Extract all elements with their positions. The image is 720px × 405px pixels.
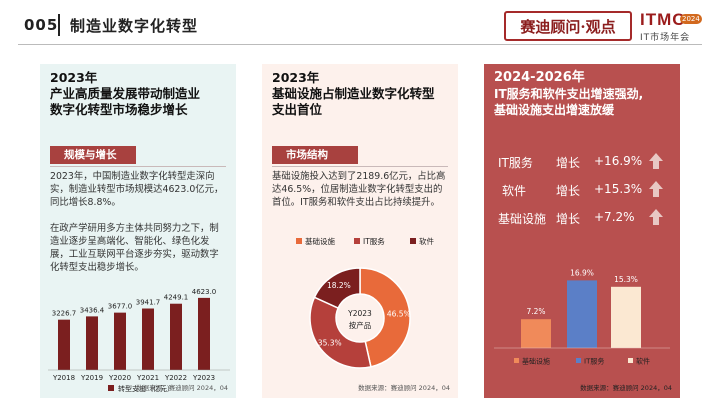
x-tick-label: Y2023 — [192, 374, 215, 382]
legend-label: 软件 — [636, 357, 650, 366]
bar-value-label: 7.2% — [526, 307, 545, 316]
panel-scale-growth: 2023年 产业高质量发展带动制造业 数字化转型市场稳步增长 规模与增长 202… — [40, 64, 236, 398]
panel1-heading-line3: 数字化转型市场稳步增长 — [50, 102, 188, 117]
legend-label: 基础设施 — [305, 236, 335, 246]
panel2-tag-divider — [272, 166, 448, 167]
x-tick-label: Y2021 — [136, 374, 159, 382]
panel-market-structure: 2023年 基础设施占制造业数字化转型 支出首位 市场结构 基础设施投入达到了2… — [262, 64, 458, 398]
slice-value-label: 46.5% — [387, 310, 411, 319]
growth-row-software: 软件 增长 +15.3% — [498, 180, 668, 200]
x-tick-label: Y2018 — [52, 374, 75, 382]
donut-slice-IT服务 — [309, 296, 372, 369]
panel3-source: 数据来源：赛迪顾问 2024，04 — [580, 384, 672, 392]
panel1-heading: 2023年 产业高质量发展带动制造业 数字化转型市场稳步增长 — [50, 70, 230, 118]
growth-label: 增长 — [556, 184, 581, 198]
panel2-paragraph1: 基础设施投入达到了2189.6亿元，占比高达46.5%，位居制造业数字化转型支出… — [272, 171, 446, 208]
panel2-source: 数据来源：赛迪顾问 2024，04 — [358, 384, 450, 392]
bar-Y2018 — [58, 319, 70, 370]
bar-Y2019 — [86, 316, 98, 370]
logo-text: ITMC — [640, 10, 686, 29]
panel3-heading-line2: IT服务和软件支出增速强劲, — [494, 87, 644, 101]
legend-label: IT服务 — [584, 357, 604, 366]
page-header: 005 制造业数字化转型 赛迪顾问·观点 ITMC 2024 IT市场年会 — [0, 0, 720, 48]
bar-value-label: 3677.0 — [108, 303, 133, 311]
logo-year: 2024 — [680, 14, 702, 24]
panel1-tag: 规模与增长 — [50, 146, 136, 164]
legend-swatch — [576, 358, 581, 363]
panel1-heading-line1: 2023年 — [50, 70, 98, 85]
page-title: 制造业数字化转型 — [70, 17, 199, 35]
panel2-heading-line3: 支出首位 — [272, 102, 323, 117]
legend-label: IT服务 — [363, 236, 385, 246]
growth-bar-chart: 7.2% 16.9% 15.3% 基础设施 IT服务 软件 — [494, 268, 670, 366]
x-tick-label: Y2019 — [80, 374, 103, 382]
panel3-heading-line1: 2024-2026年 — [494, 70, 585, 85]
panel2-heading-line2: 基础设施占制造业数字化转型 — [272, 86, 435, 101]
donut-slice-软件 — [313, 267, 361, 310]
spending-bar-chart: 3226.7 Y2018 3436.4 Y2019 3677.0 Y2020 3941.7 Y… — [48, 288, 230, 393]
panel2-tag: 市场结构 — [272, 146, 358, 164]
panel-growth-outlook: 2024-2026年 IT服务和软件支出增速强劲, 基础设施支出增速放缓 IT服… — [484, 64, 680, 398]
bar-Y2022 — [170, 303, 182, 370]
growth-name: IT服务 — [498, 156, 533, 170]
growth-name: 基础设施 — [498, 212, 547, 226]
bar-Y2021 — [142, 308, 154, 370]
legend-label: 基础设施 — [522, 357, 550, 366]
panel1-tag-divider — [50, 166, 226, 167]
bar-Y2023 — [198, 297, 210, 370]
legend-swatch — [108, 385, 114, 391]
panel1-heading-line2: 产业高质量发展带动制造业 — [50, 86, 201, 101]
panel3-heading: 2024-2026年 IT服务和软件支出增速强劲, 基础设施支出增速放缓 — [494, 70, 674, 118]
page-number: 005 — [24, 16, 59, 34]
growth-value: +15.3% — [594, 182, 643, 196]
panel1-paragraph2: 在政产学研用多方主体共同努力之下，制造业逐步呈高端化、智能化、绿色化发展，工业互… — [50, 223, 219, 273]
donut-center-line2: 按产品 — [349, 320, 372, 330]
product-donut-chart: 基础设施 IT服务 软件 46.5% 35.3% 18.2% Y2023 按产品 — [296, 236, 434, 369]
bar-value-label: 4249.1 — [164, 294, 189, 302]
growth-label: 增长 — [556, 212, 581, 226]
bar-value-label: 4623.0 — [192, 288, 217, 296]
x-tick-label: Y2022 — [164, 374, 187, 382]
bar-value-label: 3226.7 — [52, 310, 77, 318]
brand-label: 赛迪顾问·观点 — [504, 11, 632, 41]
bar-value-label: 3941.7 — [136, 299, 161, 307]
bar-Y2020 — [114, 312, 126, 370]
bar-基础设施 — [521, 319, 551, 348]
slice-value-label: 35.3% — [318, 339, 342, 348]
x-tick-label: Y2020 — [108, 374, 131, 382]
legend-label: 转型支出（亿元） — [118, 384, 174, 393]
growth-row-it-service: IT服务 增长 +16.9% — [498, 152, 668, 172]
growth-name: 软件 — [502, 184, 527, 198]
panel3-heading-line3: 基础设施支出增速放缓 — [494, 103, 615, 117]
legend-swatch — [514, 358, 519, 363]
donut-slice-基础设施 — [359, 267, 411, 368]
growth-value: +16.9% — [594, 154, 643, 168]
legend-swatch — [296, 238, 302, 244]
growth-row-infrastructure: 基础设施 增长 +7.2% — [498, 208, 668, 228]
bar-value-label: 3436.4 — [80, 306, 105, 314]
itmc-logo: ITMC 2024 IT市场年会 — [640, 10, 712, 43]
growth-value: +7.2% — [594, 210, 635, 224]
arrow-up-icon — [649, 209, 663, 225]
legend-swatch — [628, 358, 633, 363]
arrow-up-icon — [649, 181, 663, 197]
legend-swatch — [354, 238, 360, 244]
title-divider — [58, 14, 60, 36]
bar-value-label: 15.3% — [614, 275, 638, 284]
arrow-up-icon — [649, 153, 663, 169]
panel2-heading-line1: 2023年 — [272, 70, 320, 85]
bar-value-label: 16.9% — [570, 268, 594, 277]
header-divider — [18, 44, 702, 45]
slice-value-label: 18.2% — [327, 281, 351, 290]
bar-IT服务 — [567, 280, 597, 348]
bar-软件 — [611, 286, 641, 348]
panel2-heading: 2023年 基础设施占制造业数字化转型 支出首位 — [272, 70, 452, 118]
legend-swatch — [410, 238, 416, 244]
panel1-source: 数据来源：赛迪顾问 2024，04 — [136, 384, 228, 392]
legend-label: 软件 — [419, 236, 434, 246]
panel1-paragraph1: 2023年，中国制造业数字化转型走深向实，制造业转型市场规模达4623.0亿元，… — [50, 171, 224, 208]
donut-center-line1: Y2023 — [347, 309, 372, 318]
logo-subtitle: IT市场年会 — [640, 33, 691, 43]
growth-label: 增长 — [556, 156, 581, 170]
